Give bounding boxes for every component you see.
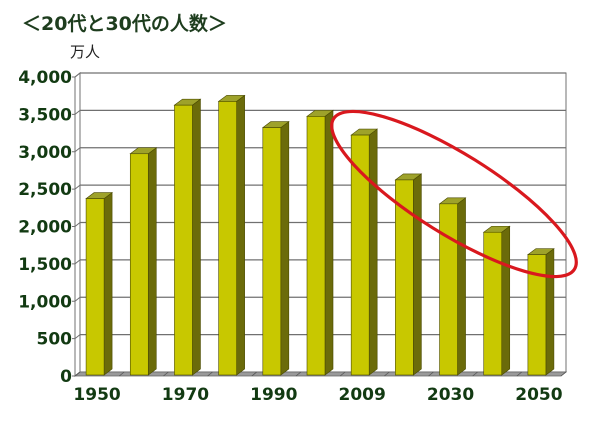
- bar: [173, 98, 202, 376]
- y-tick-label: 4,000: [18, 68, 72, 88]
- chart-title: ＜20代と30代の人数＞: [22, 13, 227, 35]
- x-tick-label: 1950: [73, 385, 120, 405]
- y-tick-label: 1,500: [18, 255, 72, 275]
- bar: [527, 248, 555, 376]
- y-axis-unit-label: 万人: [70, 43, 101, 61]
- y-tick-label: 2,000: [18, 218, 72, 238]
- bar: [129, 147, 158, 376]
- y-tick-label: 3,000: [18, 143, 72, 163]
- bar: [217, 94, 246, 376]
- x-tick-label: 2009: [339, 385, 386, 405]
- y-tick-label: 0: [60, 367, 72, 387]
- bar: [482, 225, 511, 376]
- bar: [438, 197, 467, 376]
- bar: [306, 109, 334, 376]
- y-axis-ticks: 0 500 1,000 1,500 2,000 2,500 3,000 3,500 4,000: [18, 68, 72, 387]
- y-tick-label: 1,000: [18, 292, 72, 312]
- bar: [261, 120, 290, 376]
- y-tick-label: 2,500: [18, 180, 72, 200]
- y-tick-label: 500: [37, 330, 73, 350]
- y-tick-label: 3,500: [18, 105, 72, 125]
- x-axis-ticks: 1950 1970 1990 2009 2030 2050: [73, 385, 562, 405]
- x-tick-label: 2050: [515, 385, 562, 405]
- bar: [350, 128, 379, 376]
- x-tick-label: 1990: [250, 385, 297, 405]
- x-tick-label: 2030: [427, 385, 474, 405]
- bar-series: [85, 94, 555, 376]
- highlight-ellipse: [330, 109, 578, 279]
- bar: [85, 192, 113, 376]
- bar: [394, 173, 423, 376]
- x-tick-label: 1970: [162, 385, 209, 405]
